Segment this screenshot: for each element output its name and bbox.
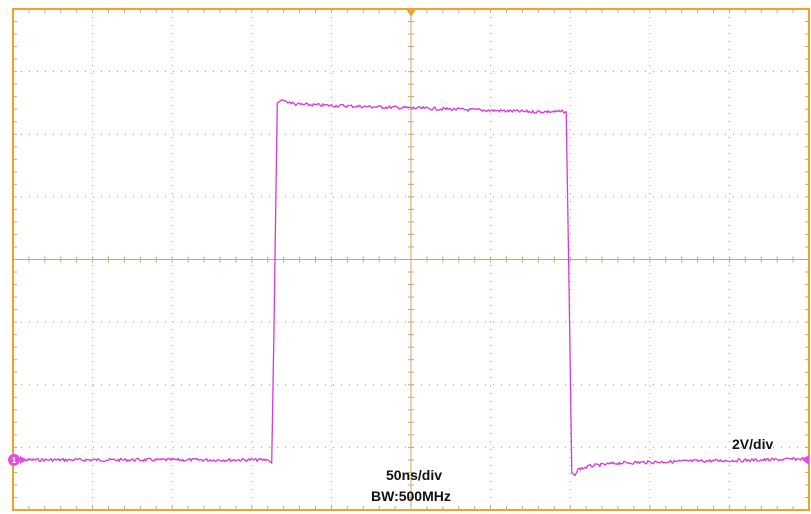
channel-ground-arrow-icon xyxy=(20,455,27,464)
vertical-scale-label: 2V/div xyxy=(732,436,773,452)
timebase-label: 50ns/div xyxy=(386,467,442,483)
trigger-level-arrow-icon xyxy=(802,454,809,465)
graticule xyxy=(12,8,810,511)
marker-layer: 1 xyxy=(8,9,809,466)
waveform-layer xyxy=(12,99,810,477)
waveform-trace-ch1 xyxy=(12,99,810,477)
trigger-marker-icon xyxy=(406,9,416,17)
channel-number-label: 1 xyxy=(12,456,17,465)
bandwidth-label: BW:500MHz xyxy=(371,488,451,504)
channel-ground-marker-icon xyxy=(8,453,20,466)
